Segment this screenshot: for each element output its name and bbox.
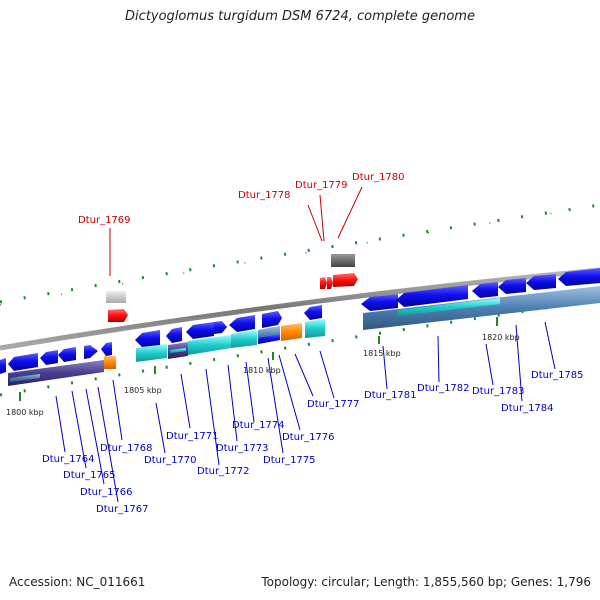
scale-1800: 1800 kbp [6,408,44,417]
gene-label-1767: Dtur_1767 [96,504,149,515]
scale-1820: 1820 kbp [482,333,520,342]
gene-label-1777: Dtur_1777 [307,399,360,410]
forward-features [106,254,358,322]
gene-label-1774: Dtur_1774 [232,420,285,431]
accession-label: Accession: NC_011661 [9,575,146,589]
gene-label-1785: Dtur_1785 [531,370,584,381]
gene-label-1780: Dtur_1780 [352,172,405,183]
gene-label-1784: Dtur_1784 [501,403,554,414]
gene-labels: Dtur_1764 Dtur_1765 Dtur_1766 Dtur_1767 … [42,172,584,515]
gene-label-1764: Dtur_1764 [42,454,95,465]
leader-lines [55,186,556,503]
gene-label-1775: Dtur_1775 [263,455,316,466]
gene-label-1771: Dtur_1771 [166,431,219,442]
map-title: Dictyoglomus turgidum DSM 6724, complete… [125,9,475,24]
gene-label-1768: Dtur_1768 [100,443,153,454]
scale-1815: 1815 kbp [363,349,401,358]
gene-label-1766: Dtur_1766 [80,487,133,498]
gene-label-1781: Dtur_1781 [364,390,417,401]
gene-arrows [0,268,600,386]
genome-backbone [0,267,600,351]
gene-label-1772: Dtur_1772 [197,466,250,477]
gene-label-1783: Dtur_1783 [472,386,525,397]
gene-label-1769: Dtur_1769 [78,215,131,226]
scale-labels: 1800 kbp 1805 kbp 1810 kbp 1815 kbp 1820… [6,317,520,417]
topology-label: Topology: circular; Length: 1,855,560 bp… [261,575,591,589]
gene-label-1776: Dtur_1776 [282,432,335,443]
scale-1810: 1810 kbp [243,366,281,375]
gene-label-1779: Dtur_1779 [295,180,348,191]
gene-label-1778: Dtur_1778 [238,190,291,201]
gene-label-1773: Dtur_1773 [216,443,269,454]
gene-label-1782: Dtur_1782 [417,383,470,394]
gene-label-1765: Dtur_1765 [63,470,116,481]
gene-label-1770: Dtur_1770 [144,455,197,466]
scale-1805: 1805 kbp [124,386,162,395]
